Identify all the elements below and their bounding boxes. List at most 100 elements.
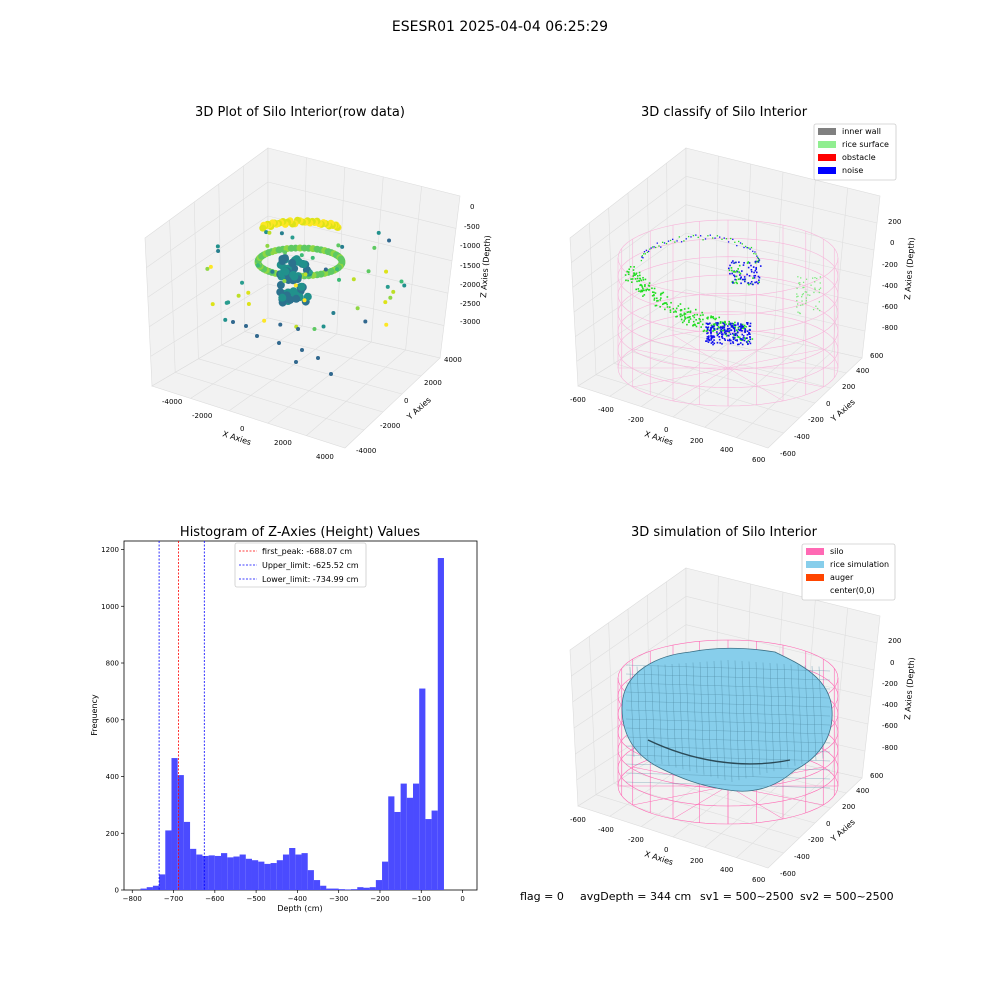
p4-xtick: 600 bbox=[752, 876, 765, 884]
point-rice-surface bbox=[692, 320, 695, 323]
histogram-bar bbox=[152, 885, 160, 890]
point-rice-surface bbox=[805, 297, 807, 299]
point-rice-surface bbox=[677, 305, 680, 307]
legend-frame bbox=[234, 542, 367, 588]
point-noise bbox=[745, 337, 748, 340]
point-noise bbox=[741, 343, 744, 346]
point-noise bbox=[735, 281, 738, 284]
scatter-point bbox=[299, 253, 304, 258]
rice-surface-mesh bbox=[625, 700, 831, 708]
p1-ztick: -1000 bbox=[460, 242, 480, 250]
p2-xtick: -400 bbox=[598, 406, 614, 414]
point-rice-surface bbox=[736, 329, 738, 332]
point-noise bbox=[712, 325, 714, 328]
point-noise bbox=[707, 339, 710, 341]
point-rice-surface bbox=[734, 337, 736, 339]
histogram-bar bbox=[202, 855, 209, 890]
point-noise bbox=[738, 261, 740, 263]
point-noise bbox=[710, 326, 712, 329]
point-rice-surface bbox=[705, 330, 708, 333]
point-rice-surface bbox=[716, 332, 718, 335]
scatter-point bbox=[292, 294, 301, 303]
point-rice-surface bbox=[653, 291, 655, 294]
point-noise bbox=[754, 261, 757, 263]
histogram-bar bbox=[400, 783, 407, 890]
point-noise bbox=[706, 340, 708, 342]
point-noise bbox=[710, 339, 713, 341]
p1-xlabel: X Axies bbox=[221, 429, 252, 447]
point-noise bbox=[727, 334, 729, 337]
point-rice-surface bbox=[713, 329, 715, 332]
histogram-x-tick-label: −400 bbox=[288, 895, 307, 903]
rice-surface-mesh bbox=[783, 663, 789, 768]
point-noise bbox=[742, 337, 745, 339]
point-rice-surface bbox=[659, 299, 662, 301]
histogram-bar bbox=[196, 854, 203, 890]
histogram-bar bbox=[338, 889, 345, 890]
histogram-bar bbox=[183, 821, 191, 890]
point-noise bbox=[758, 276, 761, 279]
point-noise bbox=[716, 324, 719, 326]
histogram-y-ticks: 0 200 400 600 800 1000 1200 bbox=[101, 546, 124, 895]
point-rice-surface bbox=[689, 311, 692, 314]
point-noise bbox=[731, 272, 733, 275]
point-rice-surface bbox=[814, 288, 816, 291]
rice-surface-mesh bbox=[699, 661, 705, 775]
rice-surface-mesh bbox=[625, 772, 831, 780]
panel-histogram[interactable]: Histogram of Z-Axies (Height) Values −80… bbox=[90, 525, 478, 913]
rice-surface-mesh bbox=[625, 736, 831, 744]
point-rice-surface bbox=[653, 299, 656, 301]
point-noise bbox=[737, 328, 740, 331]
point-noise bbox=[744, 328, 746, 330]
legend-frame bbox=[813, 123, 897, 181]
point-rice-surface bbox=[645, 249, 648, 251]
point-noise bbox=[710, 335, 712, 338]
point-noise bbox=[710, 334, 712, 337]
point-rice-surface bbox=[638, 280, 640, 282]
point-noise bbox=[749, 333, 751, 335]
point-noise bbox=[747, 266, 750, 269]
point-noise bbox=[748, 325, 751, 328]
point-rice-surface bbox=[707, 316, 709, 319]
point-rice-surface bbox=[683, 314, 685, 316]
point-noise bbox=[733, 275, 736, 278]
p1-ztick: -500 bbox=[464, 223, 480, 231]
point-rice-surface bbox=[642, 276, 644, 279]
point-noise bbox=[746, 273, 748, 276]
panel-classify-3d[interactable]: 3D classify of Silo Interior -600 -400 -… bbox=[569, 105, 916, 464]
point-rice-surface bbox=[745, 325, 747, 328]
point-rice-surface bbox=[710, 316, 712, 319]
histogram-x-tick-label: −300 bbox=[329, 895, 348, 903]
histogram-bar bbox=[190, 848, 197, 890]
rice-surface-mesh bbox=[762, 662, 768, 774]
scatter-point bbox=[278, 293, 287, 302]
point-noise bbox=[718, 332, 721, 334]
rice-surface-mesh bbox=[625, 781, 831, 789]
point-rice-surface bbox=[802, 293, 804, 295]
point-rice-surface bbox=[664, 308, 666, 311]
point-noise bbox=[754, 281, 756, 284]
point-rice-surface bbox=[739, 242, 742, 244]
point-noise bbox=[712, 335, 715, 337]
legend-label-lower-limit: Lower_limit: -734.99 cm bbox=[262, 575, 359, 584]
point-noise bbox=[740, 323, 742, 325]
scatter-point bbox=[300, 348, 304, 352]
pane-grid-line bbox=[370, 176, 384, 343]
point-rice-surface bbox=[803, 286, 805, 289]
panel-simulation-3d[interactable]: 3D simulation of Silo Interior -600 -400… bbox=[569, 525, 916, 884]
panel1-point-cloud bbox=[205, 216, 407, 376]
point-rice-surface bbox=[650, 247, 652, 249]
histogram-bar bbox=[270, 863, 277, 890]
point-rice-surface bbox=[741, 327, 743, 329]
point-rice-surface bbox=[637, 288, 640, 290]
panel-raw-3d[interactable]: 3D Plot of Silo Interior(row data) -4000… bbox=[144, 105, 492, 461]
point-noise bbox=[739, 272, 742, 275]
point-rice-surface bbox=[672, 307, 675, 310]
point-rice-surface bbox=[819, 309, 821, 312]
scatter-point bbox=[321, 324, 326, 329]
point-noise bbox=[716, 331, 718, 333]
point-rice-surface bbox=[801, 294, 804, 296]
point-rice-surface bbox=[734, 326, 737, 328]
point-rice-surface bbox=[736, 244, 738, 247]
histogram-x-tick-label: −200 bbox=[370, 895, 389, 903]
